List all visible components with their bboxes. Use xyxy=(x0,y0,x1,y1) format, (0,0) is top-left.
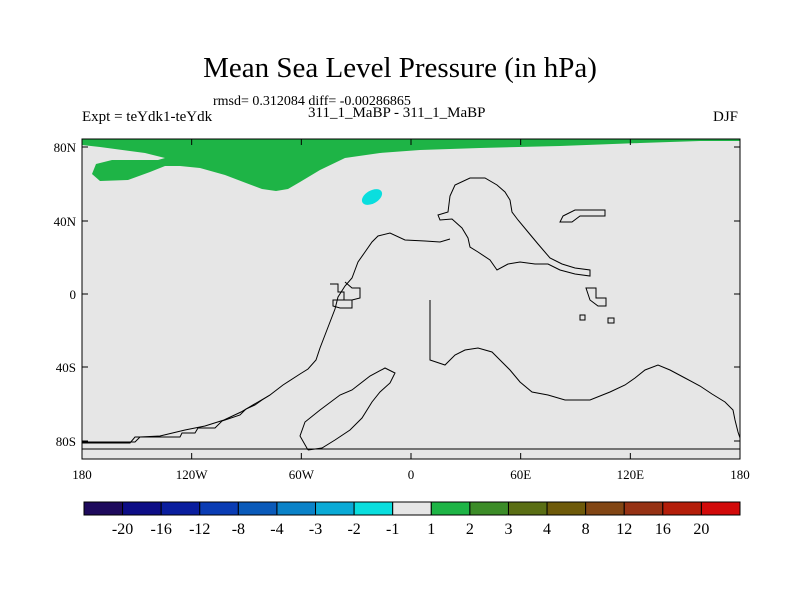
colorbar-label: -12 xyxy=(189,521,210,538)
colorbar-swatch xyxy=(662,501,702,516)
anomaly-region-negative xyxy=(361,189,383,205)
colorbar: -20 -16 -12 -8 -4 -3 -2 -1 1 2 3 4 8 12 16 20 xyxy=(83,501,741,538)
colorbar-swatch xyxy=(546,501,587,516)
colorbar-label: -4 xyxy=(270,521,283,538)
colorbar-swatch xyxy=(160,501,201,516)
y-tick-label: 40N xyxy=(54,214,77,229)
season-label: DJF xyxy=(713,109,739,125)
stats-label: rmsd= 0.312084 diff= -0.00286865 xyxy=(213,94,411,109)
colorbar-swatch xyxy=(392,501,432,516)
x-tick-label: 60E xyxy=(510,467,531,482)
colorbar-swatch xyxy=(237,501,278,516)
map-background xyxy=(82,139,740,459)
colorbar-label: -2 xyxy=(347,521,360,538)
y-tick-label: 40S xyxy=(56,360,76,375)
colorbar-swatch xyxy=(469,501,509,516)
colorbar-label: 16 xyxy=(655,521,671,538)
colorbar-label: 20 xyxy=(693,521,709,538)
colorbar-label: -3 xyxy=(309,521,322,538)
colorbar-label: 1 xyxy=(427,521,435,538)
experiment-id: 311_1_MaBP - 311_1_MaBP xyxy=(308,105,486,121)
colorbar-swatch xyxy=(315,501,355,516)
colorbar-label: 2 xyxy=(466,521,474,538)
colorbar-label: -16 xyxy=(151,521,172,538)
colorbar-swatch xyxy=(623,501,664,516)
colorbar-swatch xyxy=(199,501,239,516)
x-tick-label: 120W xyxy=(176,467,209,482)
colorbar-swatch xyxy=(507,501,548,516)
chart-title: Mean Sea Level Pressure (in hPa) xyxy=(203,52,597,84)
anomaly-region-positive xyxy=(82,139,740,191)
colorbar-swatch xyxy=(585,501,625,516)
colorbar-label: 4 xyxy=(543,521,551,538)
experiment-label: Expt = teYdk1-teYdk xyxy=(82,109,213,125)
colorbar-label: 8 xyxy=(582,521,590,538)
x-tick-label: 180 xyxy=(730,467,750,482)
y-tick-label: 0 xyxy=(70,287,77,302)
colorbar-label: -20 xyxy=(112,521,133,538)
colorbar-swatch xyxy=(430,501,471,516)
colorbar-label: 3 xyxy=(504,521,512,538)
colorbar-swatch xyxy=(700,501,741,516)
colorbar-swatch xyxy=(83,501,124,516)
colorbar-label: 12 xyxy=(616,521,632,538)
y-tick-label: 80S xyxy=(56,434,76,449)
coastlines xyxy=(81,177,741,451)
y-tick-label: 80N xyxy=(54,140,77,155)
x-tick-label: 0 xyxy=(408,467,415,482)
x-tick-label: 60W xyxy=(289,467,315,482)
colorbar-label: -8 xyxy=(232,521,245,538)
x-tick-label: 180 xyxy=(72,467,92,482)
colorbar-label: -1 xyxy=(386,521,399,538)
axis-ticks: 180 120W 60W 0 60E 120E 180 80N 40N 0 40S 80S xyxy=(54,139,750,482)
colorbar-swatch xyxy=(353,501,394,516)
x-tick-label: 120E xyxy=(617,467,645,482)
colorbar-swatch xyxy=(122,501,162,516)
colorbar-swatch xyxy=(276,501,317,516)
